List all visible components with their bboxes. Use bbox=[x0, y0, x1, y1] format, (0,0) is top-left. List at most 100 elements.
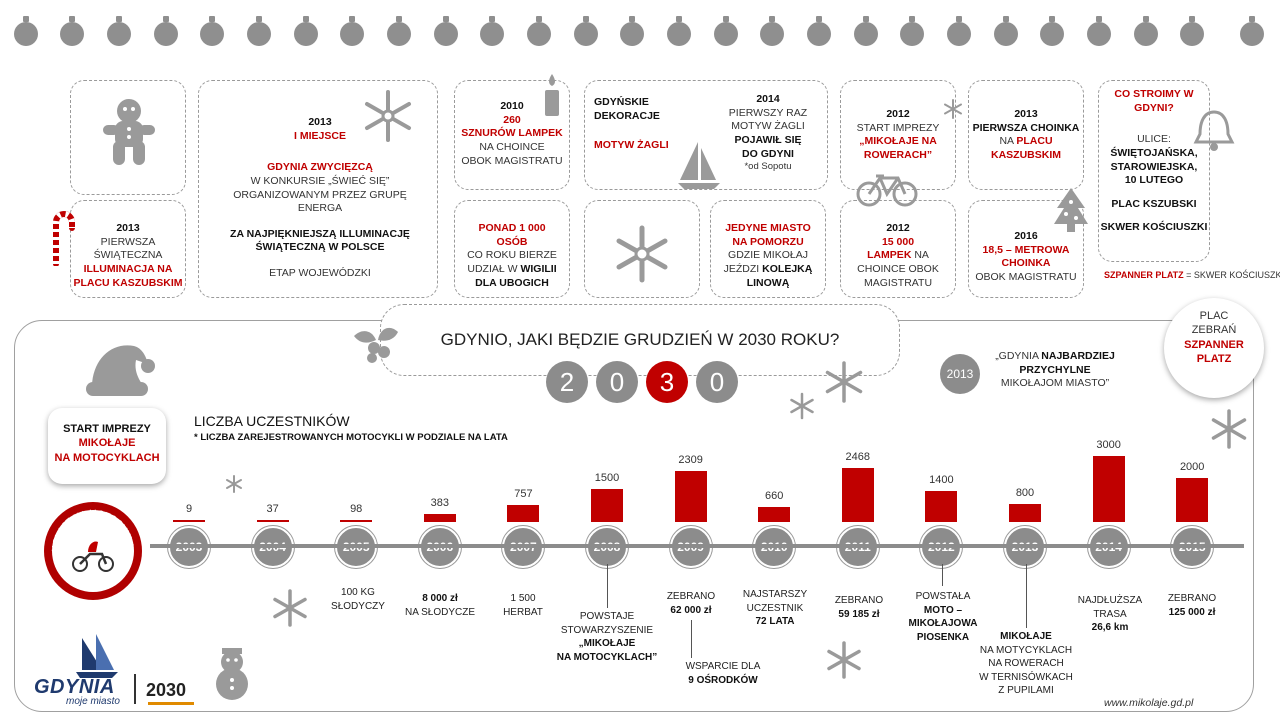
logo-underline bbox=[148, 702, 194, 705]
annotation-line: WSPARCIE DLA bbox=[685, 661, 761, 672]
annotation-line: NA SŁODYCZE bbox=[404, 606, 476, 618]
annotation-line: SŁODYCZY bbox=[331, 600, 385, 612]
ornament-icon bbox=[14, 16, 38, 46]
card-line: ŚWIĄTECZNĄ W POLSCE bbox=[255, 241, 385, 254]
quote-line: NAJBARDZIEJ bbox=[1041, 350, 1115, 362]
card-year: 2012 bbox=[886, 222, 910, 234]
card-line: ZA NAJPIĘKNIEJSZĄ ILLUMINACJĘ bbox=[230, 227, 410, 240]
year-digit: 3 bbox=[646, 361, 688, 403]
annotation-line: NA MOTYCYKLACH bbox=[979, 644, 1073, 656]
annotation-line: POWSTAJE bbox=[579, 611, 635, 622]
annotation-line: PIOSENKA bbox=[916, 631, 970, 643]
card-line: OBOK MAGISTRATU bbox=[975, 270, 1077, 283]
sails-card bbox=[584, 80, 828, 190]
annotation-2009-support: WSPARCIE DLA 9 OŚRODKÓW bbox=[668, 660, 778, 687]
ornament-icon bbox=[994, 16, 1018, 46]
sails-left-text: GDYŃSKIE DEKORACJE MOTYW ŻAGLI bbox=[594, 96, 704, 153]
ornament-icon bbox=[900, 16, 924, 46]
annotation-line: 9 OŚRODKÓW bbox=[688, 674, 758, 686]
annotation-line: 62 000 zł bbox=[670, 604, 712, 616]
year-digit: 0 bbox=[596, 361, 638, 403]
place-line: PLATZ bbox=[1196, 352, 1232, 365]
ornament-icon bbox=[620, 16, 644, 46]
annotation-line: MIKOŁAJE bbox=[1000, 631, 1052, 642]
card-line: OSÓB bbox=[496, 235, 528, 248]
ornament-icon bbox=[1180, 16, 1204, 46]
card-line: KOLEJKĄ bbox=[762, 262, 813, 275]
snowflake-icon bbox=[365, 90, 411, 142]
headline: GDYNIO, JAKI BĘDZIE GRUDZIEŃ W 2030 ROKU… bbox=[440, 330, 840, 349]
sails-right-text: 2014 PIERWSZY RAZ MOTYW ŻAGLI POJAWIŁ SI… bbox=[716, 93, 820, 174]
tree-text: 2013 PIERWSZA CHOINKA NA PLACU KASZUBSKI… bbox=[970, 108, 1082, 163]
footnote-definition: = SKWER KOŚCIUSZKI bbox=[1183, 270, 1280, 280]
card-line: 260 bbox=[503, 113, 521, 126]
card-year: 2014 bbox=[756, 93, 780, 105]
card-line: JEŹDZI bbox=[723, 262, 760, 275]
card-line: W KONKURSIE „ŚWIEĆ SIĘ” bbox=[250, 174, 390, 187]
santa-hat-icon bbox=[86, 345, 155, 396]
annotation-line: MIKOŁAJOWA bbox=[908, 618, 978, 629]
annotation-line: 100 KG bbox=[341, 587, 375, 598]
website-url: www.mikolaje.gd.pl bbox=[1104, 697, 1194, 709]
ornament-icon bbox=[340, 16, 364, 46]
annotation-leader bbox=[1026, 564, 1027, 628]
card-line: PIERWSZA bbox=[100, 235, 156, 248]
quote-line: PRZYCHYLNE bbox=[1019, 363, 1091, 376]
annotation-line: 59 185 zł bbox=[838, 608, 880, 620]
annotation-line: 72 LATA bbox=[755, 616, 795, 627]
annotation-2008: POWSTAJE STOWARZYSZENIE „MIKOŁAJE NA MOT… bbox=[552, 610, 662, 664]
chart-subtitle: * LICZBA ZAREJESTROWANYCH MOTOCYKLI W PO… bbox=[194, 432, 508, 443]
meeting-place-badge bbox=[1164, 298, 1264, 398]
place-line: SZPANNER bbox=[1184, 338, 1244, 351]
card-line: „MIKOŁAJE NA bbox=[859, 135, 937, 148]
annotation-line: TRASA bbox=[1093, 608, 1127, 620]
card-line: CHOINCE OBOK bbox=[857, 262, 939, 275]
ornament-icon bbox=[60, 16, 84, 46]
start-line: START IMPREZY bbox=[63, 423, 151, 435]
annotation-line: NA ROWERACH bbox=[988, 658, 1064, 669]
ornament-icon bbox=[760, 16, 784, 46]
year-digit: 0 bbox=[696, 361, 738, 403]
card-line: CO ROKU BIERZE bbox=[467, 249, 557, 262]
card-line: GDYNIA ZWYCIĘZCĄ bbox=[267, 161, 373, 174]
card-line: NA POMORZU bbox=[732, 235, 804, 248]
card-line: STAROWIEJSKA, bbox=[1110, 160, 1198, 173]
logo-year: 2030 bbox=[146, 680, 187, 700]
ornament-icon bbox=[527, 16, 551, 46]
ornament-icon bbox=[1240, 16, 1264, 46]
card-year: 2010 bbox=[500, 100, 524, 112]
bikes-card bbox=[840, 80, 956, 190]
card-line: DO GDYNI bbox=[742, 147, 794, 160]
annotation-line: „MIKOŁAJE bbox=[578, 638, 636, 649]
chart-title: LICZBA UCZESTNIKÓW bbox=[194, 413, 350, 429]
card-line: ILLUMINACJA NA bbox=[83, 262, 173, 275]
ornament-icon bbox=[807, 16, 831, 46]
tree-card bbox=[968, 80, 1084, 190]
card-line: PONAD 1 000 bbox=[478, 222, 546, 234]
cable-car-card bbox=[710, 200, 826, 298]
ornament-icon bbox=[387, 16, 411, 46]
ornament-row bbox=[0, 0, 1280, 60]
illumination-text: 2013 PIERWSZA ŚWIĄTECZNA ILLUMINACJA NA … bbox=[72, 222, 184, 290]
ornament-icon bbox=[247, 16, 271, 46]
candle-icon bbox=[545, 74, 559, 116]
card-line: KASZUBSKIM bbox=[991, 148, 1061, 161]
lampki-text: 2012 15 000 LAMPEK NA CHOINCE OBOK MAGIS… bbox=[842, 222, 954, 290]
card-line: ULICE: bbox=[1137, 133, 1171, 146]
card-line: DLA UBOGICH bbox=[475, 276, 549, 289]
start-box bbox=[48, 408, 166, 484]
annotation-leader bbox=[942, 564, 943, 586]
start-line: MIKOŁAJE bbox=[78, 437, 136, 450]
snowflake-icon bbox=[827, 641, 861, 679]
annotation-2015: ZEBRANO 125 000 zł bbox=[1137, 592, 1247, 619]
annotation-line: 26,6 km bbox=[1091, 622, 1129, 633]
place-line: ZEBRAŃ bbox=[1191, 324, 1237, 337]
footnote-term: SZPANNER PLATZ bbox=[1104, 270, 1184, 280]
ornament-icon bbox=[294, 16, 318, 46]
card-line: START IMPREZY bbox=[856, 121, 940, 134]
annotation-line: 1 500 bbox=[510, 593, 536, 604]
card-line: MOTYW ŻAGLI bbox=[731, 120, 805, 133]
contest-text: 2013 I MIEJSCE GDYNIA ZWYCIĘZCĄ W KONKUR… bbox=[220, 116, 420, 281]
wigilia-card bbox=[454, 200, 570, 298]
club-badge-art: MIKOŁAJE NA MOTOCYKLACH bbox=[44, 502, 136, 572]
